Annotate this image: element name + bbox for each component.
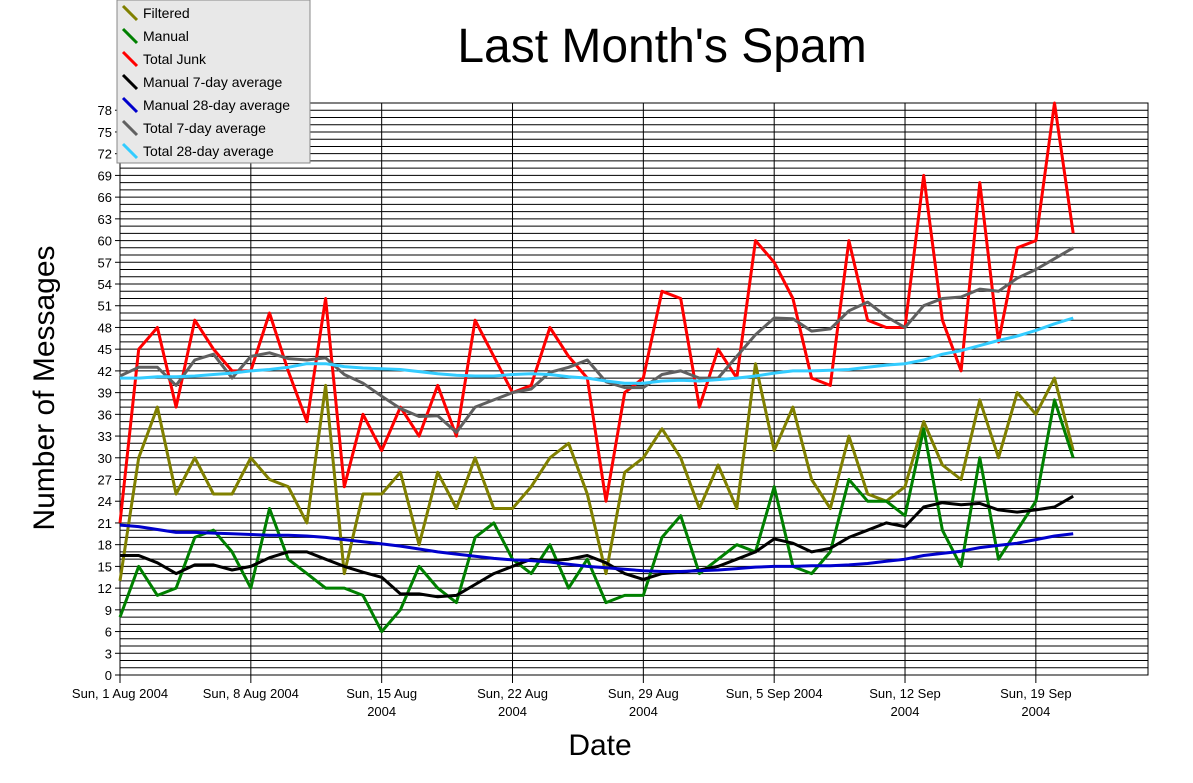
- series-line: [119, 523, 1074, 573]
- y-tick-label: 39: [98, 386, 112, 401]
- x-tick-label: Sun, 5 Sep 2004: [726, 686, 823, 701]
- y-tick-label: 33: [98, 429, 112, 444]
- y-tick-label: 27: [98, 473, 112, 488]
- series-line: [118, 101, 1075, 524]
- legend-swatch: [121, 4, 139, 22]
- x-tick-label: Sun, 12 Sep 2004: [869, 686, 941, 719]
- x-tick-label: Sun, 19 Sep 2004: [1000, 686, 1072, 719]
- y-tick-label: 18: [98, 538, 112, 553]
- y-tick-label: 21: [98, 516, 112, 531]
- y-tick-label: 57: [98, 255, 112, 270]
- y-tick-label: 54: [98, 277, 112, 292]
- chart-title: Last Month's Spam: [457, 20, 866, 73]
- legend-label: Manual: [143, 28, 189, 44]
- y-tick-label: 15: [98, 559, 112, 574]
- legend-label: Filtered: [143, 5, 190, 21]
- y-tick-label: 9: [105, 603, 112, 618]
- series-line: [119, 246, 1074, 434]
- y-tick-label: 12: [98, 581, 112, 596]
- x-axis-label: Date: [568, 729, 631, 762]
- y-tick-label: 75: [98, 125, 112, 140]
- legend-label: Total 7-day average: [143, 120, 266, 136]
- legend-label: Total Junk: [143, 51, 207, 67]
- x-tick-label: Sun, 29 Aug 2004: [608, 686, 679, 719]
- y-tick-label: 6: [105, 625, 112, 640]
- y-tick-label: 45: [98, 342, 112, 357]
- series-line: [118, 362, 1075, 582]
- y-tick-label: 42: [98, 364, 112, 379]
- y-tick-label: 66: [98, 190, 112, 205]
- legend-label: Manual 7-day average: [143, 74, 283, 90]
- y-tick-label: 24: [98, 494, 112, 509]
- legend-swatch: [121, 119, 139, 137]
- y-tick-label: 72: [98, 147, 112, 162]
- y-axis-label: Number of Messages: [28, 245, 61, 530]
- plot-frame: [119, 102, 1149, 676]
- series-line: [120, 494, 1074, 599]
- x-tick-label: Sun, 8 Aug 2004: [203, 686, 299, 701]
- y-tick-label: 3: [105, 646, 112, 661]
- legend-swatch: [121, 142, 139, 160]
- x-tick-label: Sun, 1 Aug 2004: [72, 686, 168, 701]
- legend-label: Manual 28-day average: [143, 97, 290, 113]
- legend-label: Total 28-day average: [143, 143, 274, 159]
- x-tick-label: Sun, 15 Aug 2004: [346, 686, 417, 719]
- legend-swatch: [121, 96, 139, 114]
- y-tick-label: 36: [98, 407, 112, 422]
- y-tick-label: 63: [98, 212, 112, 227]
- y-tick-label: 0: [105, 668, 112, 683]
- legend-swatch: [121, 50, 139, 68]
- y-tick-label: 60: [98, 234, 112, 249]
- y-tick-label: 48: [98, 320, 112, 335]
- y-tick-label: 51: [98, 299, 112, 314]
- legend-swatch: [121, 73, 139, 91]
- y-tick-label: 78: [98, 103, 112, 118]
- series-line: [120, 316, 1074, 385]
- y-tick-label: 69: [98, 168, 112, 183]
- legend-box: [116, 0, 311, 164]
- legend-swatch: [121, 27, 139, 45]
- x-tick-label: Sun, 22 Aug 2004: [477, 686, 548, 719]
- y-tick-label: 30: [98, 451, 112, 466]
